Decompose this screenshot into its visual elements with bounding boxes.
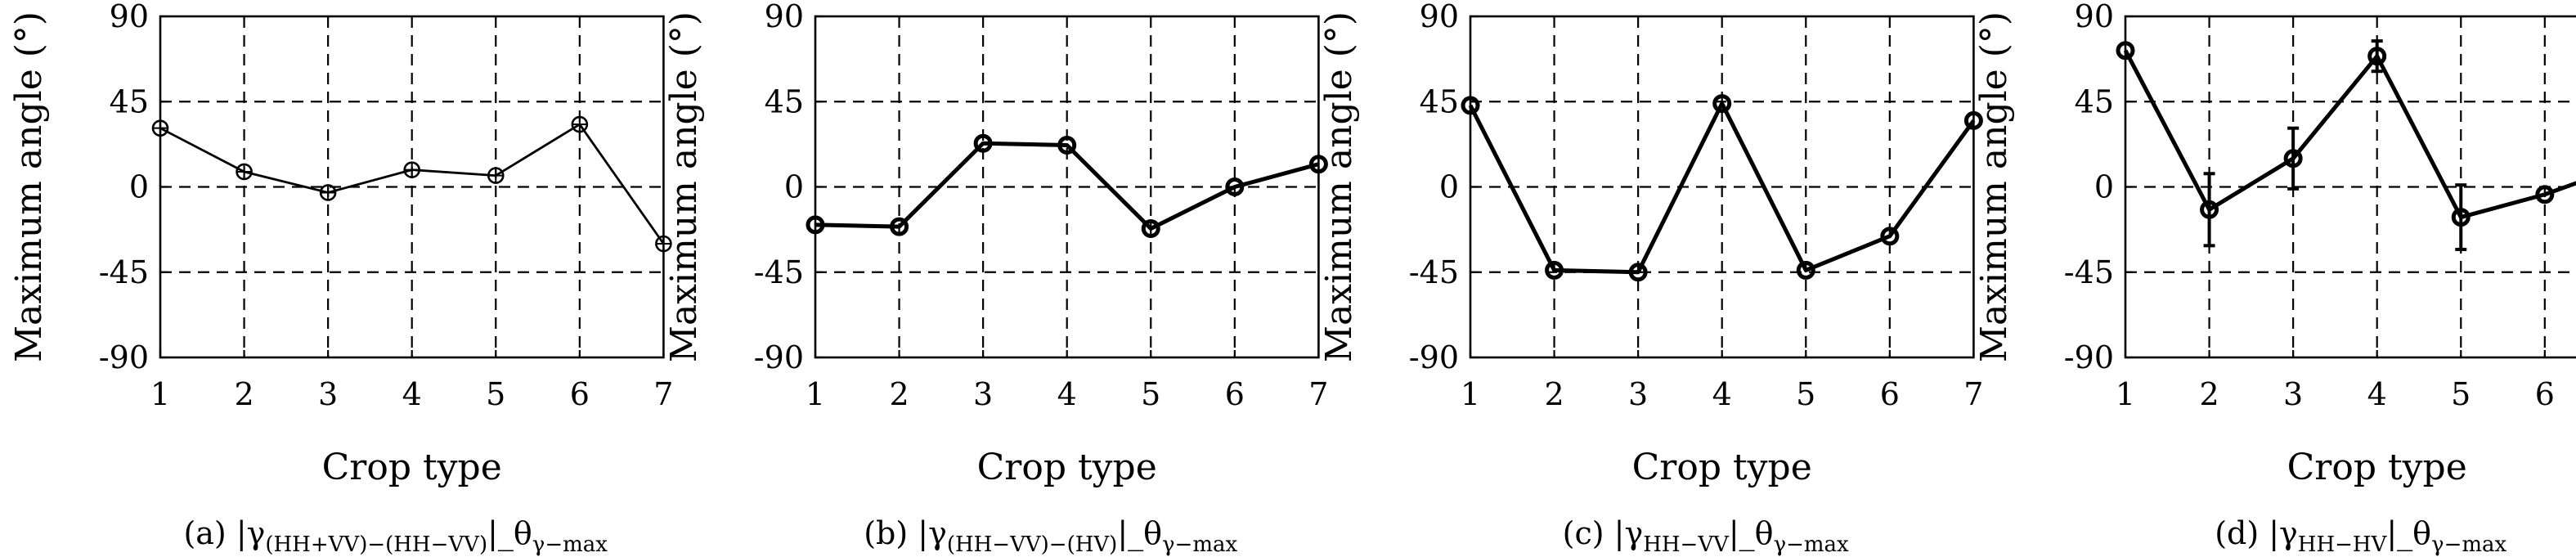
data-point	[2200, 200, 2219, 219]
x-tick-label: 5	[1796, 376, 1815, 412]
y-tick-label: -45	[2064, 254, 2114, 290]
data-point	[2116, 41, 2135, 61]
data-point	[2367, 47, 2387, 66]
data-point	[2535, 185, 2555, 204]
y-tick-label: -45	[754, 254, 804, 290]
x-tick-label: 4	[1057, 376, 1077, 412]
y-axis-label: Maximum angle (°)	[8, 11, 50, 362]
data-point	[1712, 94, 1732, 114]
panel-caption: (d) |γHH−HV|_θγ−max	[2215, 515, 2506, 557]
y-tick-label: -90	[1409, 339, 1459, 375]
x-tick-label: 1	[2116, 376, 2135, 412]
y-axis-label: Maximum angle (°)	[1973, 11, 2015, 362]
data-point	[806, 215, 825, 235]
data-point	[1880, 227, 1900, 246]
y-tick-label: -90	[2064, 339, 2114, 375]
x-tick-label: 7	[1308, 376, 1328, 412]
x-tick-label: 1	[806, 376, 825, 412]
x-axis-label: Crop type	[322, 447, 502, 488]
x-tick-label: 6	[2535, 376, 2555, 412]
x-tick-label: 5	[2451, 376, 2471, 412]
x-axis-label: Crop type	[977, 447, 1157, 488]
data-point	[1308, 155, 1328, 174]
x-tick-label: 7	[653, 376, 673, 412]
data-point	[890, 217, 909, 236]
y-tick-label: -90	[754, 339, 804, 375]
y-tick-label: 0	[784, 169, 804, 205]
x-tick-label: 6	[1225, 376, 1245, 412]
panel-caption: (b) |γ(HH−VV)−(HV)|_θγ−max	[864, 515, 1237, 557]
y-tick-label: 90	[110, 0, 149, 34]
x-tick-label: 2	[1544, 376, 1564, 412]
x-tick-label: 7	[1963, 376, 1983, 412]
panel-caption: (a) |γ(HH+VV)−(HH−VV)|_θγ−max	[183, 515, 608, 557]
data-point	[2283, 149, 2303, 168]
data-point	[1963, 110, 1983, 130]
y-tick-label: 0	[1439, 169, 1459, 205]
x-tick-label: 3	[318, 376, 338, 412]
x-tick-label: 5	[486, 376, 505, 412]
y-tick-label: 45	[1420, 83, 1459, 119]
x-tick-label: 2	[889, 376, 909, 412]
y-axis-label: Maximum angle (°)	[663, 11, 705, 362]
data-point	[1461, 96, 1480, 115]
x-axis-label: Crop type	[2287, 447, 2467, 488]
x-tick-label: 3	[1628, 376, 1648, 412]
data-point	[2451, 208, 2471, 227]
x-tick-label: 6	[1880, 376, 1900, 412]
series-line	[2123, 49, 2576, 220]
x-tick-label: 3	[2283, 376, 2303, 412]
y-tick-label: 90	[2075, 0, 2114, 34]
x-tick-label: 2	[234, 376, 254, 412]
data-point	[1225, 177, 1245, 196]
y-tick-label: 90	[1420, 0, 1459, 34]
data-point	[1628, 263, 1648, 282]
y-tick-label: 45	[765, 83, 804, 119]
data-point	[1057, 136, 1077, 155]
y-tick-label: -90	[99, 339, 149, 375]
x-tick-label: 2	[2199, 376, 2219, 412]
series-line	[1468, 101, 1976, 275]
y-tick-label: -45	[99, 254, 149, 290]
x-tick-label: 6	[570, 376, 590, 412]
data-point	[1796, 260, 1815, 280]
data-point	[973, 133, 993, 153]
y-tick-label: 0	[2094, 169, 2114, 205]
panel-caption: (c) |γHH−VV|_θγ−max	[1563, 515, 1849, 557]
x-tick-label: 3	[973, 376, 993, 412]
y-tick-label: -45	[1409, 254, 1459, 290]
x-axis-label: Crop type	[1632, 447, 1812, 488]
y-tick-label: 0	[129, 169, 149, 205]
y-tick-label: 45	[2075, 83, 2114, 119]
x-tick-label: 1	[150, 376, 170, 412]
y-axis-label: Maximum angle (°)	[1318, 11, 1360, 362]
x-tick-label: 4	[402, 376, 422, 412]
x-tick-label: 5	[1141, 376, 1160, 412]
x-tick-label: 4	[1712, 376, 1732, 412]
data-point	[1141, 218, 1160, 238]
y-tick-label: 45	[110, 83, 149, 119]
y-tick-label: 90	[765, 0, 804, 34]
x-tick-label: 1	[1461, 376, 1480, 412]
series-line	[815, 141, 1320, 231]
data-point	[1545, 260, 1564, 280]
x-tick-label: 4	[2367, 376, 2387, 412]
